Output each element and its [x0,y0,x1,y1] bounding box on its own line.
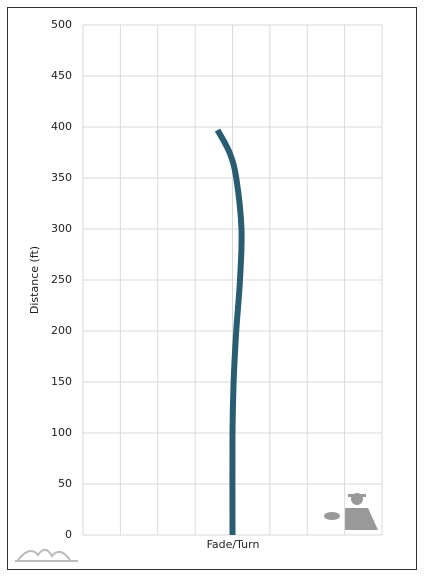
y-tick-label: 200 [51,324,72,337]
y-tick-label: 150 [51,375,72,388]
x-axis-label: Fade/Turn [207,538,260,551]
y-tick-label: 500 [51,18,72,31]
y-tick-label: 450 [51,69,72,82]
logo-right [324,493,378,530]
y-tick-label: 0 [65,528,72,541]
y-tick-label: 300 [51,222,72,235]
y-tick-label: 50 [58,477,72,490]
y-tick-label: 400 [51,120,72,133]
frame [7,7,417,570]
logo-left [15,548,78,562]
y-tick-label: 350 [51,171,72,184]
flight-line [214,128,245,536]
y-axis-label: Distance (ft) [28,246,41,314]
y-tick-label: 250 [51,273,72,286]
y-tick-label: 100 [51,426,72,439]
